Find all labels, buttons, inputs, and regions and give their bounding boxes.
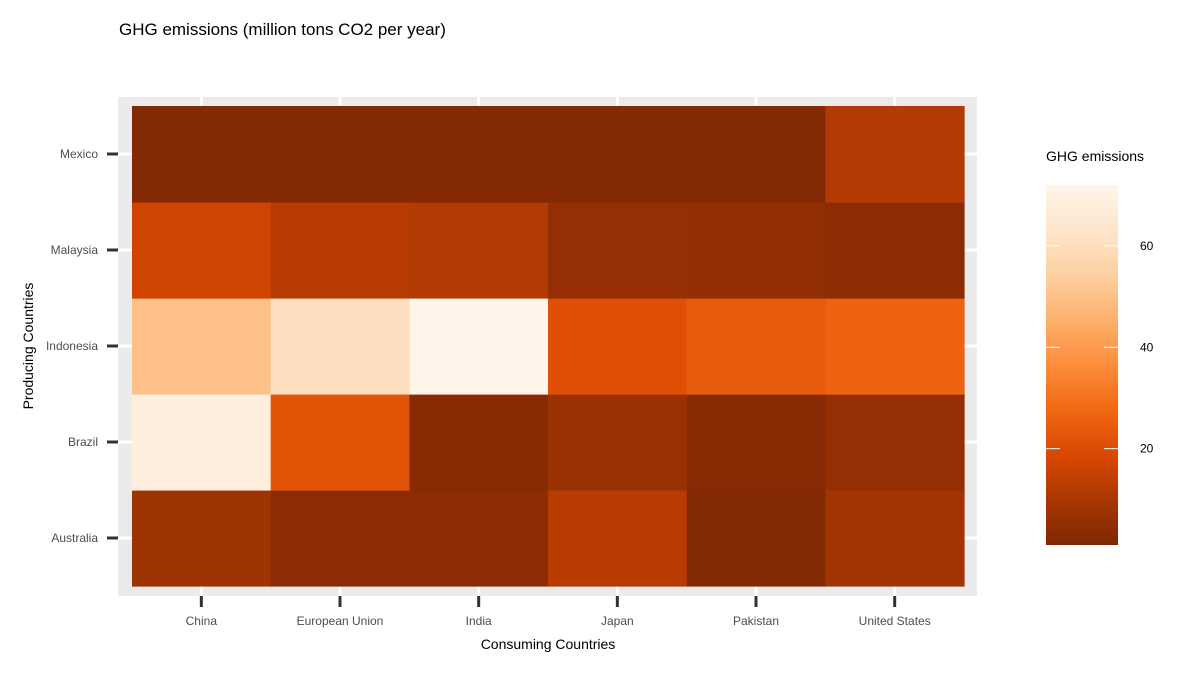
legend-tick-label: 20 bbox=[1140, 442, 1154, 456]
heatmap-cell bbox=[686, 106, 826, 203]
heatmap-cell bbox=[270, 490, 410, 587]
x-tick-label: China bbox=[186, 614, 218, 628]
x-tick-label: India bbox=[466, 614, 492, 628]
y-tick-label: Australia bbox=[51, 531, 98, 545]
heatmap-cell bbox=[686, 490, 826, 587]
x-tick-label: Pakistan bbox=[733, 614, 779, 628]
legend-colorbar bbox=[1046, 185, 1118, 545]
heatmap-cell bbox=[548, 202, 688, 299]
heatmap-cell bbox=[409, 106, 549, 203]
x-tick-label: European Union bbox=[297, 614, 384, 628]
chart-title: GHG emissions (million tons CO2 per year… bbox=[119, 20, 446, 39]
heatmap-cell bbox=[409, 394, 549, 491]
heatmap-cell bbox=[548, 490, 688, 587]
y-tick-label: Malaysia bbox=[51, 243, 99, 257]
y-axis-title: Producing Countries bbox=[20, 283, 36, 410]
heatmap-cell bbox=[409, 202, 549, 299]
heatmap-cell bbox=[270, 394, 410, 491]
legend-tick-label: 60 bbox=[1140, 239, 1154, 253]
y-tick-label: Indonesia bbox=[46, 339, 98, 353]
x-tick-label: United States bbox=[859, 614, 931, 628]
x-axis: China European Union India Japan Pakistan Uni… bbox=[186, 596, 931, 628]
heatmap-cell bbox=[686, 298, 826, 395]
y-axis: Australia Brazil Indonesia Malaysia Mexico bbox=[46, 147, 118, 545]
y-tick-label: Mexico bbox=[60, 147, 98, 161]
heatmap-cell bbox=[270, 202, 410, 299]
color-legend: GHG emissions 20 40 60 bbox=[1046, 148, 1154, 545]
heatmap-cell bbox=[132, 490, 272, 587]
heatmap-cell bbox=[270, 298, 410, 395]
heatmap-cell bbox=[409, 298, 549, 395]
heatmap-cell bbox=[132, 106, 272, 203]
heatmap-tiles bbox=[132, 106, 965, 587]
legend-title: GHG emissions bbox=[1046, 148, 1144, 164]
heatmap-cell bbox=[548, 394, 688, 491]
heatmap-cell bbox=[548, 298, 688, 395]
heatmap-cell bbox=[825, 106, 965, 203]
heatmap-cell bbox=[825, 394, 965, 491]
heatmap-cell bbox=[825, 490, 965, 587]
heatmap-cell bbox=[409, 490, 549, 587]
heatmap-cell bbox=[548, 106, 688, 203]
heatmap-cell bbox=[132, 394, 272, 491]
heatmap-cell bbox=[825, 298, 965, 395]
heatmap-cell bbox=[686, 394, 826, 491]
heatmap-cell bbox=[686, 202, 826, 299]
heatmap-cell bbox=[825, 202, 965, 299]
y-tick-label: Brazil bbox=[68, 435, 98, 449]
heatmap-cell bbox=[132, 202, 272, 299]
heatmap-cell bbox=[270, 106, 410, 203]
x-axis-title: Consuming Countries bbox=[481, 636, 616, 652]
x-tick-label: Japan bbox=[601, 614, 634, 628]
legend-tick-label: 40 bbox=[1140, 340, 1154, 354]
heatmap-cell bbox=[132, 298, 272, 395]
